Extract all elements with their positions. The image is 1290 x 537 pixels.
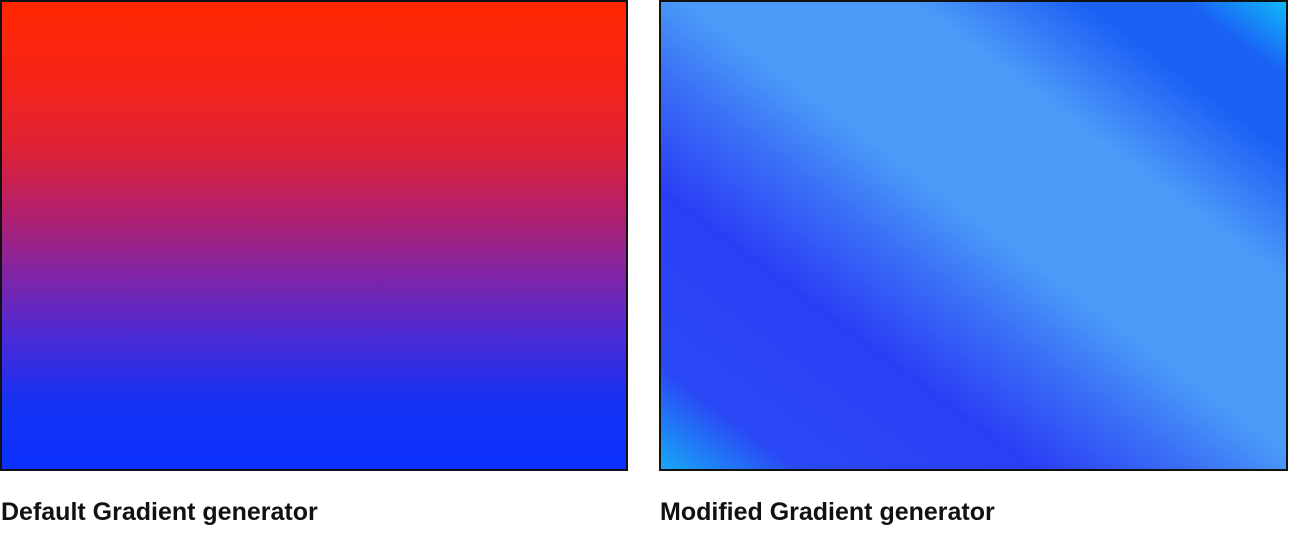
- default-gradient-caption: Default Gradient generator: [1, 498, 318, 526]
- modified-gradient-preview: [659, 0, 1288, 471]
- default-gradient-preview: [0, 0, 628, 471]
- modified-gradient-caption: Modified Gradient generator: [660, 498, 995, 526]
